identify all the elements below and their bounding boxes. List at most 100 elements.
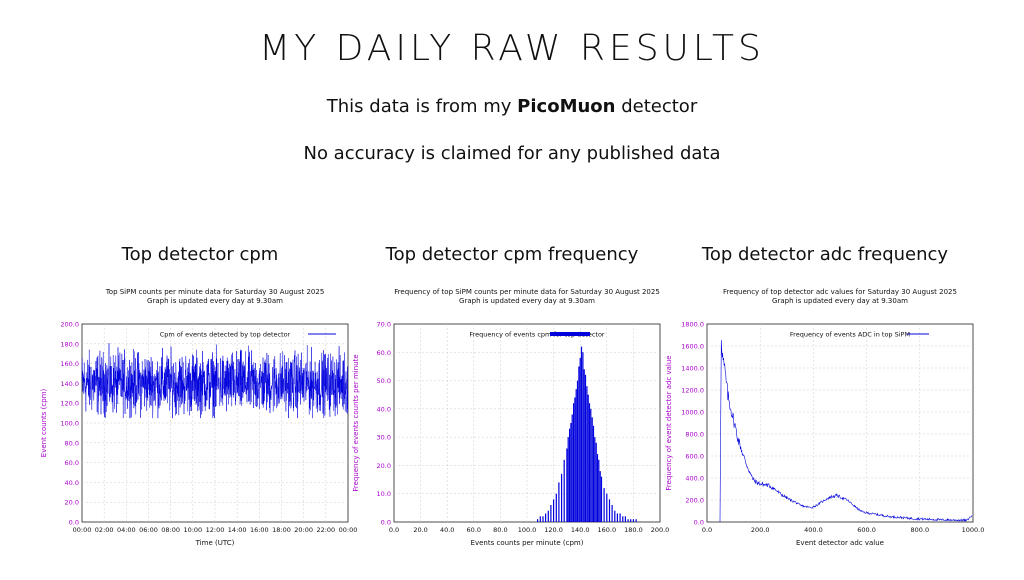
histogram-bar (588, 403, 591, 522)
y-tick-label: 160.0 (60, 360, 79, 368)
histogram-bar (608, 499, 611, 522)
x-tick-label: 16:00 (250, 526, 269, 534)
x-tick-label: 0.0 (702, 526, 712, 534)
histogram-bar (632, 519, 634, 522)
histogram-bar (587, 394, 589, 522)
plot-frame (706, 323, 974, 523)
legend-label: Cpm of events detected by top detector (160, 331, 291, 339)
histogram-bar (598, 459, 600, 522)
intro-line: This data is from my PicoMuon detector (0, 96, 1024, 117)
histogram-bar (627, 519, 629, 522)
x-tick-label: 100.0 (518, 526, 537, 534)
y-tick-label: 1600.0 (681, 343, 704, 351)
x-tick-label: 160.0 (597, 526, 616, 534)
histogram-bar (591, 417, 593, 522)
histogram-bar (583, 369, 585, 522)
legend-label: Frequency of events cpm for top detector (469, 331, 605, 339)
chart-title: Frequency of top SiPM counts per minute … (394, 288, 660, 296)
histogram-bar (606, 493, 608, 522)
y-tick-label: 140.0 (60, 380, 79, 388)
y-tick-label: 20.0 (65, 499, 79, 507)
y-tick-label: 400.0 (685, 475, 704, 483)
histogram-bar (576, 380, 579, 522)
x-tick-label: 0.0 (389, 526, 399, 534)
y-tick-label: 40.0 (65, 479, 79, 487)
histogram-bar (616, 513, 618, 522)
x-tick-label: 22:00 (316, 526, 335, 534)
histogram-bar (571, 414, 573, 522)
y-axis-label: Frequency of event detector adc value (665, 355, 673, 490)
histogram-bar (550, 505, 552, 522)
y-tick-label: 60.0 (65, 459, 79, 467)
series-line (81, 343, 349, 419)
histogram-bar (578, 366, 580, 522)
x-tick-label: 18:00 (272, 526, 291, 534)
y-tick-label: 800.0 (685, 431, 704, 439)
y-tick-label: 200.0 (60, 321, 79, 329)
y-tick-label: 20.0 (377, 462, 391, 470)
histogram-bar (582, 352, 584, 522)
x-tick-label: 06:00 (139, 526, 158, 534)
histogram-bar (547, 510, 549, 522)
y-tick-label: 100.0 (60, 420, 79, 428)
y-tick-label: 0.0 (381, 519, 391, 527)
y-tick-label: 1400.0 (681, 365, 704, 373)
x-tick-label: 200.0 (651, 526, 670, 534)
y-tick-label: 80.0 (65, 439, 79, 447)
series-line (719, 340, 973, 523)
chart-subtitle: Graph is updated every day at 9.30am (459, 297, 595, 305)
histogram-bar (592, 425, 595, 522)
x-tick-label: 04:00 (117, 526, 136, 534)
legend-swatch (550, 332, 590, 336)
intro-product-name: PicoMuon (517, 96, 616, 117)
histogram-bar (555, 493, 557, 522)
x-tick-label: 20.0 (413, 526, 427, 534)
disclaimer: No accuracy is claimed for any published… (303, 143, 721, 164)
y-tick-label: 0.0 (694, 519, 704, 527)
histogram-bar (537, 519, 539, 522)
intro-prefix: This data is from my (326, 96, 512, 117)
section-title-adc-frequency: Top detector adc frequency (701, 244, 949, 265)
x-axis-label: Events counts per minute (cpm) (471, 539, 584, 547)
histogram-bar (586, 386, 588, 522)
chart-title: Frequency of top detector adc values for… (723, 288, 957, 296)
y-tick-label: 120.0 (60, 400, 79, 408)
y-tick-label: 60.0 (377, 349, 391, 357)
histogram-bar (553, 499, 555, 522)
y-axis-label: Frequency of events counts per minute (352, 354, 360, 491)
x-tick-label: 1000.0 (962, 526, 985, 534)
x-tick-label: 180.0 (624, 526, 643, 534)
x-tick-label: 08:00 (161, 526, 180, 534)
y-axis-label: Event counts (cpm) (40, 389, 48, 458)
y-tick-label: 1200.0 (681, 387, 704, 395)
histogram-bar (575, 389, 577, 522)
x-tick-label: 120.0 (544, 526, 563, 534)
y-tick-label: 40.0 (377, 405, 391, 413)
chart-subtitle: Graph is updated every day at 9.30am (772, 297, 908, 305)
x-tick-label: 00:00 (339, 526, 358, 534)
histogram-bar (622, 516, 624, 522)
x-tick-label: 80.0 (493, 526, 507, 534)
histogram-bar (590, 408, 592, 522)
y-tick-label: 200.0 (685, 497, 704, 505)
x-tick-label: 200.0 (751, 526, 770, 534)
histogram-bar (603, 488, 605, 522)
histogram-bar (596, 454, 599, 522)
histogram-bar (569, 428, 571, 522)
section-title-cpm-frequency: Top detector cpm frequency (385, 244, 639, 265)
histogram-bar (566, 448, 568, 522)
histogram-bar (558, 482, 560, 522)
histogram-bar (624, 516, 626, 522)
y-tick-label: 10.0 (377, 490, 391, 498)
y-tick-label: 70.0 (377, 321, 391, 329)
histogram-bar (599, 471, 601, 522)
x-tick-label: 60.0 (467, 526, 481, 534)
intro-suffix: detector (621, 96, 698, 117)
x-tick-label: 40.0 (440, 526, 454, 534)
histogram-bar (563, 459, 565, 522)
chart-cpm-frequency: Frequency of top SiPM counts per minute … (352, 288, 670, 547)
x-axis-label: Event detector adc value (796, 539, 884, 547)
y-tick-label: 180.0 (60, 340, 79, 348)
x-tick-label: 20:00 (294, 526, 313, 534)
histogram-bar (614, 510, 616, 522)
